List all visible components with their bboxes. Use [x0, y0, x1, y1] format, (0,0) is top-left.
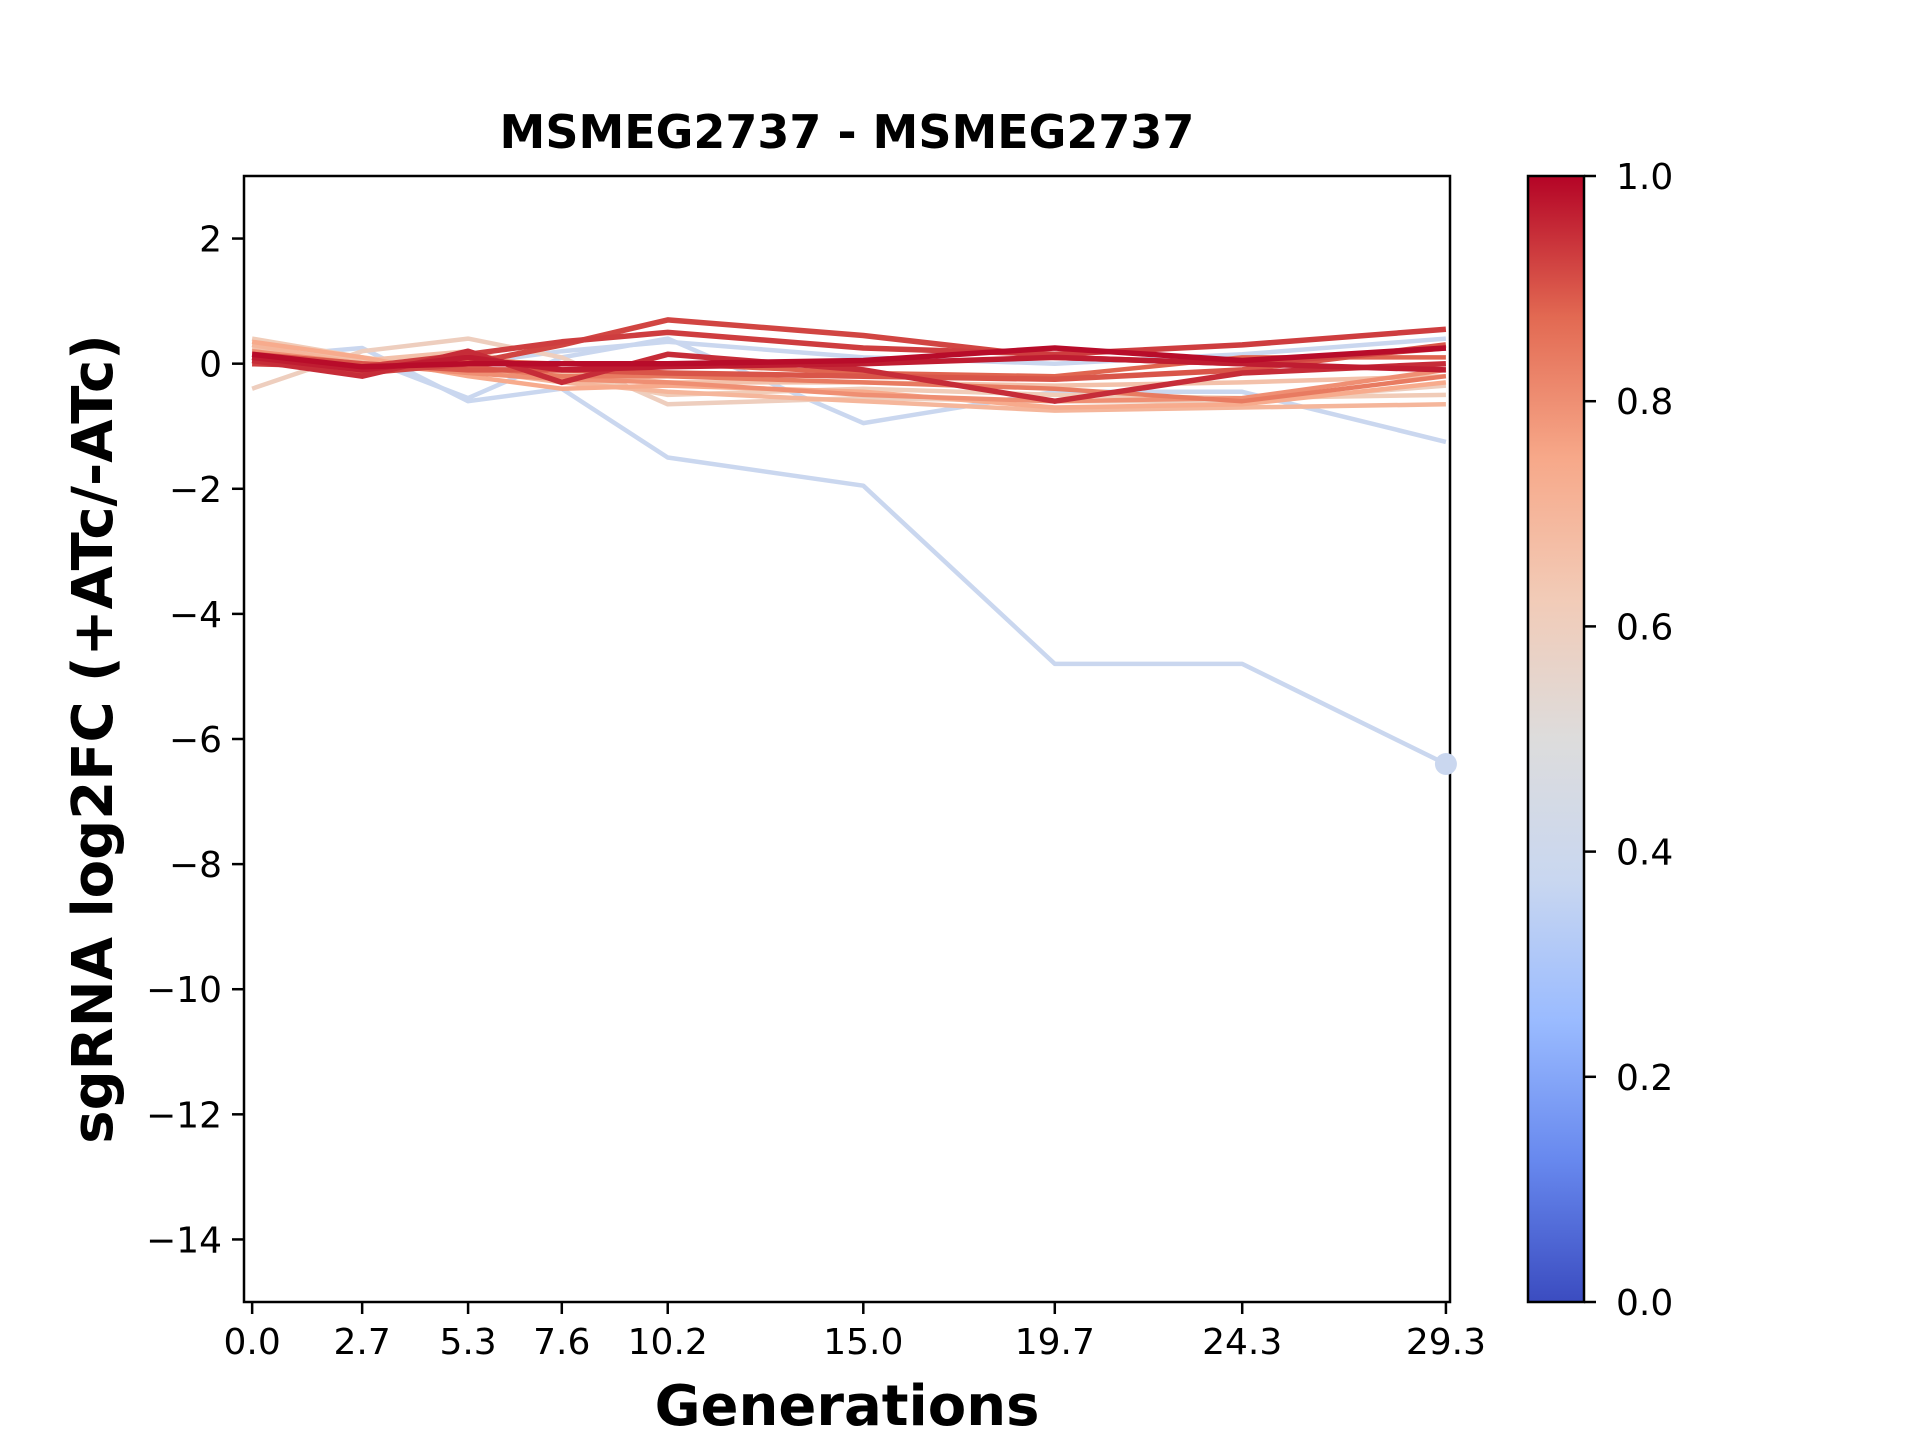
y-tick-label: −8: [169, 845, 222, 886]
colorbar-tick-label: 0.2: [1616, 1058, 1673, 1099]
colorbar-tick-label: 0.4: [1616, 833, 1673, 874]
y-tick-label: 2: [199, 220, 222, 261]
y-axis-label: sgRNA log2FC (+ATc/-ATc): [61, 334, 126, 1144]
x-axis: 0.0 2.7 5.3 7.6 10.2 15.0 19.7 24.3 29.3: [224, 1302, 1486, 1363]
y-tick-label: −4: [169, 595, 222, 636]
y-tick-label: 0: [199, 345, 222, 386]
x-tick-label: 15.0: [823, 1322, 903, 1363]
series-end-marker: [1434, 753, 1457, 776]
x-tick-label: 24.3: [1202, 1322, 1282, 1363]
colorbar-tick-label: 1.0: [1616, 157, 1673, 198]
x-tick-label: 29.3: [1406, 1322, 1486, 1363]
y-tick-label: −12: [146, 1095, 222, 1136]
y-axis: 2 0 −2 −4 −6 −8 −10 −12 −14: [146, 220, 244, 1261]
x-tick-label: 7.6: [533, 1322, 590, 1363]
series-line-14: [252, 326, 1447, 370]
x-tick-label: 2.7: [334, 1322, 391, 1363]
x-tick-label: 19.7: [1015, 1322, 1095, 1363]
x-tick-label: 5.3: [439, 1322, 496, 1363]
x-tick-label: 0.0: [224, 1322, 281, 1363]
colorbar: [1526, 174, 1586, 1304]
y-tick-label: −2: [169, 470, 222, 511]
series-layer: [251, 317, 1447, 767]
colorbar-tick-label: 0.6: [1616, 607, 1673, 648]
chart-title: MSMEG2737 - MSMEG2737: [500, 105, 1195, 159]
y-tick-label: −10: [146, 970, 222, 1011]
x-tick-label: 10.2: [628, 1322, 708, 1363]
colorbar-tick-label: 0.8: [1616, 382, 1673, 423]
y-tick-label: −6: [169, 720, 222, 761]
y-tick-label: −14: [146, 1220, 222, 1261]
series-line-1: [251, 345, 1447, 767]
colorbar-axis: 0.0 0.2 0.4 0.6 0.8 1.0: [1584, 157, 1673, 1324]
x-axis-label: Generations: [655, 1374, 1040, 1439]
colorbar-tick-label: 0.0: [1616, 1283, 1673, 1324]
series-line-17: [251, 345, 1447, 370]
